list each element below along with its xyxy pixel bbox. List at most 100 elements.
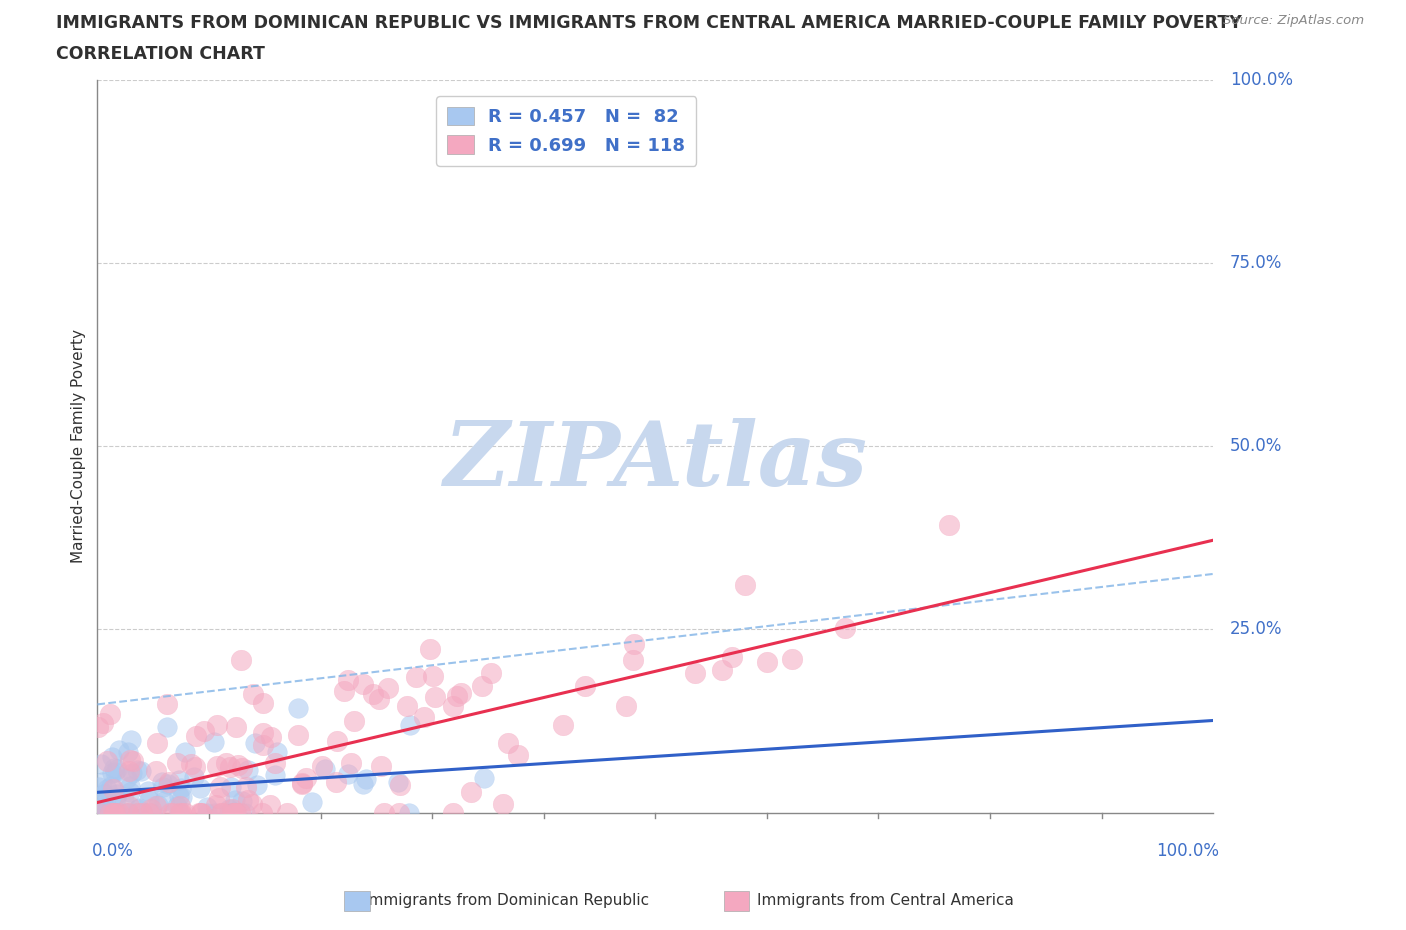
Point xyxy=(263,755,285,770)
Point xyxy=(311,759,333,774)
Point xyxy=(343,713,366,728)
Point xyxy=(333,684,356,698)
Point xyxy=(96,753,118,768)
Point xyxy=(387,775,409,790)
Point xyxy=(396,699,419,714)
Point xyxy=(301,794,323,809)
Point xyxy=(276,805,298,820)
Point xyxy=(498,736,520,751)
Point xyxy=(291,777,314,791)
Point xyxy=(225,719,247,734)
Point xyxy=(112,792,135,807)
Point xyxy=(169,773,191,788)
Point xyxy=(446,688,468,703)
Point xyxy=(122,753,145,768)
Point xyxy=(205,759,228,774)
Point xyxy=(107,743,129,758)
Point xyxy=(104,805,127,820)
Point xyxy=(252,738,274,753)
Point xyxy=(190,805,212,820)
Point xyxy=(574,678,596,693)
Point xyxy=(104,805,127,820)
Point xyxy=(159,775,181,790)
Point xyxy=(233,805,256,820)
Point xyxy=(87,805,110,820)
Point xyxy=(231,761,253,776)
Point xyxy=(104,764,127,779)
Point xyxy=(236,792,259,807)
Point xyxy=(471,679,494,694)
Point xyxy=(263,768,285,783)
Point xyxy=(252,725,274,740)
Point xyxy=(138,792,160,807)
Point xyxy=(89,779,111,794)
Point xyxy=(103,761,125,776)
Point xyxy=(86,719,108,734)
Point xyxy=(235,779,257,794)
Point xyxy=(551,718,574,733)
Point xyxy=(208,779,231,794)
Point xyxy=(90,775,112,790)
Point xyxy=(252,696,274,711)
Point xyxy=(218,802,240,817)
Point xyxy=(129,764,152,778)
Point xyxy=(156,777,179,791)
Point xyxy=(162,805,184,820)
Point xyxy=(326,734,349,749)
Point xyxy=(188,781,211,796)
Point xyxy=(90,757,112,772)
Text: 100.0%: 100.0% xyxy=(1156,842,1219,860)
Point xyxy=(413,710,436,724)
Point xyxy=(388,777,411,792)
Point xyxy=(167,805,190,820)
Point xyxy=(388,805,411,820)
Point xyxy=(150,775,173,790)
Point xyxy=(195,805,218,820)
Point xyxy=(755,655,778,670)
Point xyxy=(91,715,114,730)
Point xyxy=(87,805,110,820)
Point xyxy=(117,805,139,820)
Point xyxy=(260,729,283,744)
Point xyxy=(193,724,215,738)
Point xyxy=(89,800,111,815)
Point xyxy=(169,799,191,814)
Point xyxy=(103,805,125,820)
Point xyxy=(156,697,179,711)
Point xyxy=(108,805,131,820)
Point xyxy=(224,805,246,820)
Point xyxy=(148,797,170,812)
Point xyxy=(100,805,122,820)
Point xyxy=(479,666,502,681)
Point xyxy=(118,785,141,800)
Point xyxy=(226,758,249,773)
Point xyxy=(221,805,243,820)
Point xyxy=(710,663,733,678)
Point xyxy=(242,686,264,701)
Point xyxy=(105,762,128,777)
Point xyxy=(139,802,162,817)
Text: 50.0%: 50.0% xyxy=(1230,437,1282,455)
Point xyxy=(508,748,530,763)
Point xyxy=(91,792,114,807)
Point xyxy=(354,772,377,787)
Point xyxy=(96,782,118,797)
Point xyxy=(169,805,191,820)
Point xyxy=(94,790,117,805)
Text: Immigrants from Dominican Republic: Immigrants from Dominican Republic xyxy=(364,893,648,908)
Point xyxy=(125,763,148,777)
Point xyxy=(252,805,274,820)
Point xyxy=(221,802,243,817)
Point xyxy=(127,802,149,817)
Point xyxy=(136,783,159,798)
Point xyxy=(441,698,464,713)
Point xyxy=(117,744,139,759)
Text: 75.0%: 75.0% xyxy=(1230,254,1282,272)
Point xyxy=(721,649,744,664)
Point xyxy=(141,805,163,820)
Point xyxy=(419,642,441,657)
Point xyxy=(114,805,136,820)
Point xyxy=(834,620,856,635)
Point xyxy=(204,805,226,820)
Point xyxy=(266,745,288,760)
